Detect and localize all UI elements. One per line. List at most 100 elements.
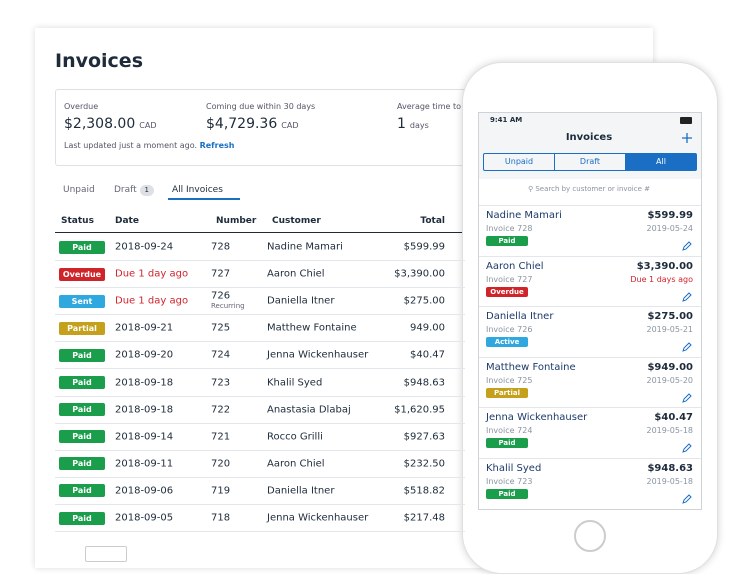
search-box[interactable] (489, 183, 695, 197)
tab[interactable]: Unpaid (63, 185, 95, 195)
item-name: Jenna Wickenhauser (486, 412, 588, 424)
column-header: Total (420, 216, 445, 226)
row-date: 2018-09-06 (115, 485, 174, 497)
tab-badge: 1 (139, 185, 154, 196)
status-badge: Paid (59, 403, 105, 417)
item-amount: $599.99 (647, 210, 693, 221)
home-button[interactable] (574, 520, 606, 552)
row-number: 720 (211, 458, 231, 470)
row-divider (55, 260, 465, 261)
row-divider (55, 341, 465, 343)
header-rule (55, 232, 465, 233)
list-item[interactable] (479, 407, 701, 458)
summary-currency: CAD (139, 121, 157, 130)
row-date: 2018-09-21 (115, 322, 174, 334)
item-name: Khalil Syed (486, 463, 542, 474)
item-invoice: Invoice 727 (486, 274, 533, 284)
row-date: 2018-09-24 (115, 241, 174, 253)
last-updated-text: Last updated just a moment ago. (64, 141, 198, 150)
pagination[interactable] (85, 546, 127, 562)
row-divider (55, 449, 465, 451)
edit-icon[interactable] (682, 337, 692, 356)
item-name: Aaron Chiel (486, 260, 544, 272)
item-invoice: Invoice 726 (486, 325, 533, 335)
status-badge: Paid (59, 348, 105, 362)
page: Invoices Last updated just a moment ago.… (55, 50, 718, 574)
row-total: $599.99 (403, 241, 445, 253)
column-header: Status (61, 216, 94, 226)
edit-icon[interactable] (682, 287, 692, 306)
item-amount: $40.47 (654, 412, 693, 424)
row-divider (55, 287, 465, 289)
status-badge: Overdue (59, 267, 105, 281)
edit-icon[interactable] (682, 438, 692, 457)
tab[interactable]: Draft (114, 185, 137, 195)
status-badge: Paid (59, 484, 105, 498)
row-customer: Jenna Wickenhauser (267, 349, 369, 361)
item-status: Paid (486, 438, 528, 449)
last-updated: Last updated just a moment ago. Refresh (64, 141, 234, 150)
segment[interactable]: Draft (555, 154, 626, 170)
summary-amount: $4,729.36 (206, 116, 278, 132)
status-icons (660, 117, 692, 124)
list-item[interactable] (479, 458, 701, 509)
edit-icon[interactable] (682, 236, 692, 255)
item-invoice: Invoice 725 (486, 375, 533, 385)
item-status: Active (486, 337, 528, 348)
add-icon[interactable] (681, 132, 693, 144)
row-date: Due 1 day ago (115, 295, 189, 307)
item-invoice: Invoice 728 (486, 224, 533, 233)
list-item[interactable] (479, 356, 701, 408)
status-badge: Sent (59, 294, 105, 308)
row-date: Due 1 day ago (115, 268, 189, 280)
row-date: 2018-09-05 (115, 512, 174, 524)
edit-icon[interactable] (682, 489, 692, 508)
edit-icon[interactable] (682, 388, 692, 407)
refresh-link[interactable]: Refresh (199, 141, 235, 150)
list-item[interactable] (479, 306, 701, 357)
row-number: 728 (211, 241, 231, 253)
row-number: 724 (211, 349, 231, 361)
summary-label: Average time to (397, 102, 462, 111)
row-date: 2018-09-11 (115, 458, 174, 470)
row-customer: Nadine Mamari (267, 241, 343, 253)
pencil (682, 291, 692, 302)
row-total: $927.63 (403, 431, 445, 443)
row-total: $217.48 (403, 512, 445, 524)
item-name: Nadine Mamari (486, 210, 562, 221)
segment[interactable]: Unpaid (484, 154, 555, 170)
page-title: Invoices (55, 50, 144, 72)
status-badge: Paid (59, 511, 105, 525)
row-total: 949.00 (410, 322, 445, 334)
column-header: Number (216, 216, 257, 226)
item-date: 2019-05-18 (646, 426, 694, 436)
item-date: 2019-05-18 (646, 477, 694, 486)
summary-amount: $2,308.00 (64, 116, 136, 132)
segment[interactable]: All (626, 154, 696, 170)
summary-currency: days (409, 121, 429, 130)
item-amount: $949.00 (647, 361, 693, 373)
list-item[interactable] (479, 205, 701, 256)
summary-label: Coming due within 30 days (206, 102, 316, 111)
item-date: 2019-05-24 (646, 224, 694, 233)
item-date: 2019-05-21 (646, 325, 694, 335)
row-customer: Matthew Fontaine (267, 322, 357, 334)
tab[interactable]: All Invoices (172, 185, 223, 195)
phone-title: Invoices (565, 132, 613, 143)
row-number: 719 (211, 485, 231, 497)
row-customer: Anastasia Dlabaj (267, 404, 351, 416)
row-divider (55, 422, 465, 424)
summary-currency: CAD (281, 121, 299, 130)
segment-control (483, 153, 697, 171)
summary-label: Overdue (64, 102, 99, 111)
row-number: 725 (211, 322, 231, 334)
item-name: Daniella Itner (486, 311, 554, 323)
row-divider (55, 368, 465, 370)
item-date: Due 1 days ago (630, 274, 693, 284)
summary-amount: 1 (397, 116, 406, 132)
list-item[interactable] (479, 255, 701, 307)
item-amount: $3,390.00 (636, 260, 693, 272)
row-divider (55, 503, 465, 505)
row-customer: Aaron Chiel (267, 458, 325, 470)
column-header: Customer (272, 216, 321, 226)
